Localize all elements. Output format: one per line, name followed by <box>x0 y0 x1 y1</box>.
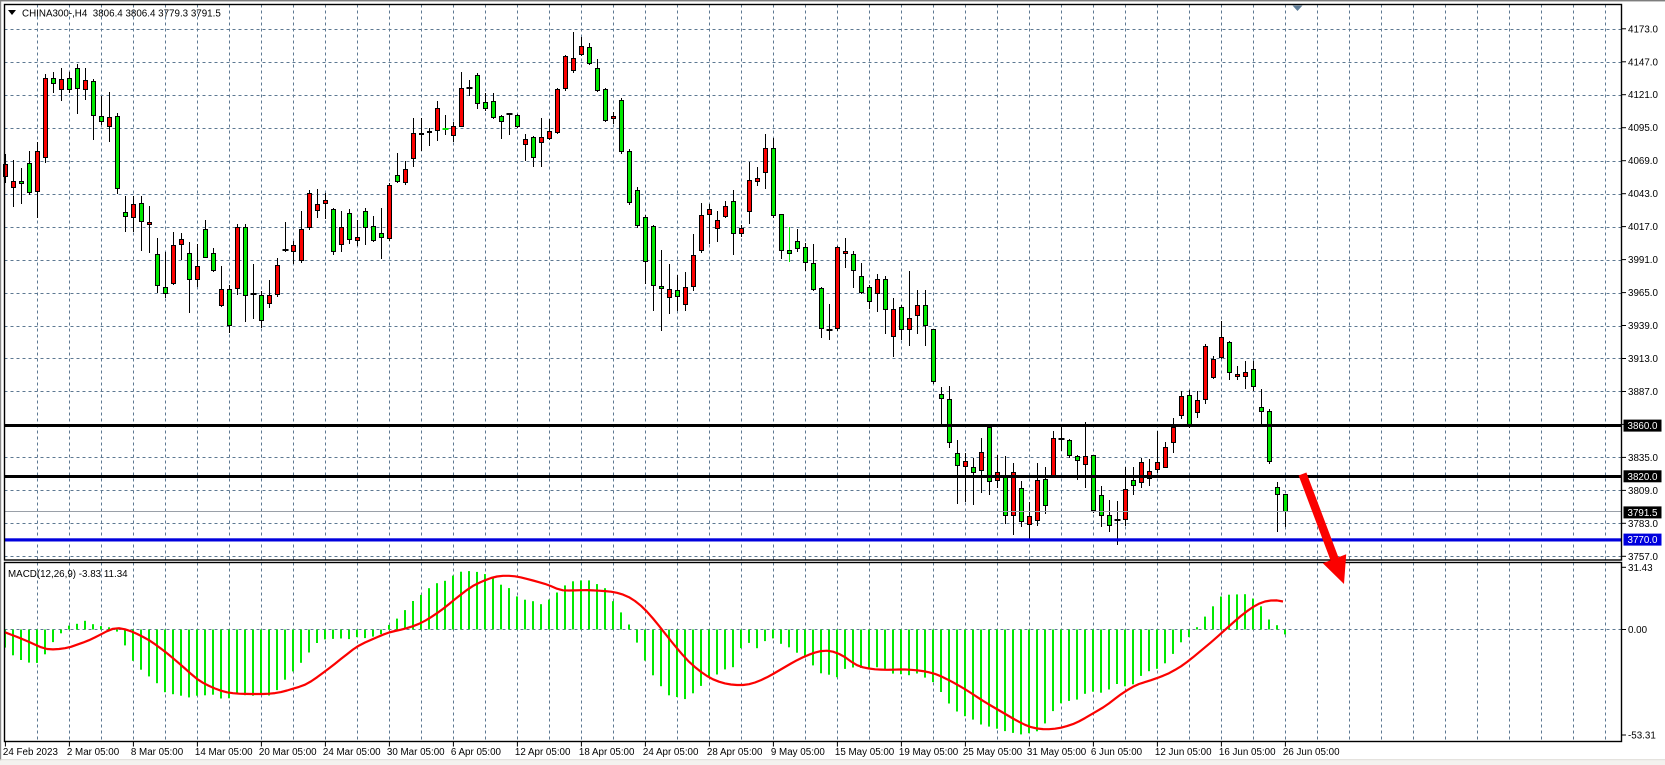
svg-text:4147.0: 4147.0 <box>1628 57 1659 68</box>
svg-text:18 Apr 05:00: 18 Apr 05:00 <box>579 747 635 758</box>
svg-text:2 Mar 05:00: 2 Mar 05:00 <box>67 747 120 758</box>
svg-text:3860.0: 3860.0 <box>1628 421 1659 432</box>
svg-text:20 Mar 05:00: 20 Mar 05:00 <box>259 747 317 758</box>
svg-text:31.43: 31.43 <box>1628 563 1653 574</box>
svg-text:24 Feb 2023: 24 Feb 2023 <box>3 747 59 758</box>
svg-text:4121.0: 4121.0 <box>1628 90 1659 101</box>
svg-text:30 Mar 05:00: 30 Mar 05:00 <box>387 747 445 758</box>
svg-text:19 May 05:00: 19 May 05:00 <box>899 747 959 758</box>
svg-text:-53.31: -53.31 <box>1628 731 1656 742</box>
svg-text:12 Jun 05:00: 12 Jun 05:00 <box>1155 747 1212 758</box>
svg-text:3913.0: 3913.0 <box>1628 354 1659 365</box>
svg-text:CHINA300-,H4 3806.4 3806.4 37: CHINA300-,H4 3806.4 3806.4 3779.3 3791.5 <box>22 9 221 20</box>
svg-text:3820.0: 3820.0 <box>1628 472 1659 483</box>
svg-text:26 Jun 05:00: 26 Jun 05:00 <box>1283 747 1340 758</box>
svg-text:3887.0: 3887.0 <box>1628 387 1659 398</box>
svg-text:24 Mar 05:00: 24 Mar 05:00 <box>323 747 381 758</box>
svg-text:3757.0: 3757.0 <box>1628 552 1659 563</box>
svg-text:9 May 05:00: 9 May 05:00 <box>771 747 825 758</box>
svg-text:6 Jun 05:00: 6 Jun 05:00 <box>1091 747 1143 758</box>
svg-text:14 Mar 05:00: 14 Mar 05:00 <box>195 747 253 758</box>
svg-text:8 Mar 05:00: 8 Mar 05:00 <box>131 747 184 758</box>
svg-text:3791.5: 3791.5 <box>1628 508 1659 519</box>
svg-text:3965.0: 3965.0 <box>1628 288 1659 299</box>
svg-text:3770.0: 3770.0 <box>1628 535 1659 546</box>
svg-text:3939.0: 3939.0 <box>1628 321 1659 332</box>
svg-text:6 Apr 05:00: 6 Apr 05:00 <box>451 747 502 758</box>
svg-text:28 Apr 05:00: 28 Apr 05:00 <box>707 747 763 758</box>
svg-text:3991.0: 3991.0 <box>1628 255 1659 266</box>
svg-text:31 May 05:00: 31 May 05:00 <box>1027 747 1087 758</box>
svg-text:3783.0: 3783.0 <box>1628 519 1659 530</box>
svg-text:0.00: 0.00 <box>1628 625 1648 636</box>
svg-text:12 Apr 05:00: 12 Apr 05:00 <box>515 747 571 758</box>
svg-text:4017.0: 4017.0 <box>1628 222 1659 233</box>
svg-text:4095.0: 4095.0 <box>1628 123 1659 134</box>
svg-text:15 May 05:00: 15 May 05:00 <box>835 747 895 758</box>
svg-text:3835.0: 3835.0 <box>1628 453 1659 464</box>
svg-text:4173.0: 4173.0 <box>1628 24 1659 35</box>
svg-text:24 Apr 05:00: 24 Apr 05:00 <box>643 747 699 758</box>
svg-text:4069.0: 4069.0 <box>1628 156 1659 167</box>
svg-text:3809.0: 3809.0 <box>1628 486 1659 497</box>
svg-text:16 Jun 05:00: 16 Jun 05:00 <box>1219 747 1276 758</box>
svg-text:25 May 05:00: 25 May 05:00 <box>963 747 1023 758</box>
svg-text:MACD(12,26,9) -3.83 11.34: MACD(12,26,9) -3.83 11.34 <box>8 569 128 580</box>
svg-text:4043.0: 4043.0 <box>1628 189 1659 200</box>
